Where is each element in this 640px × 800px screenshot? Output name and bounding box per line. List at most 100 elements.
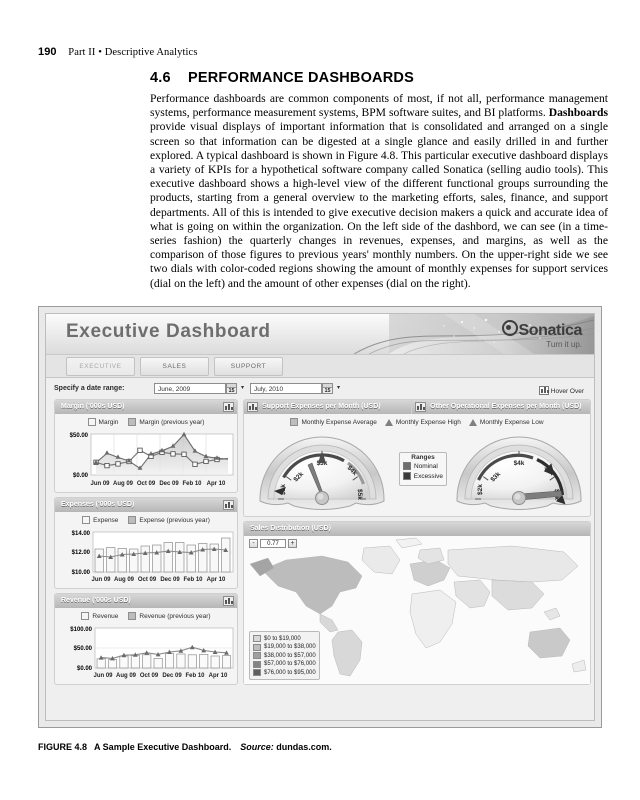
figure-frame: Executive Dashboard Sonatica Turn it up.… — [38, 306, 602, 728]
margin-xtick-4: Feb 10 — [182, 481, 202, 487]
panel-revenue-chart-icon[interactable] — [223, 596, 234, 606]
expenses-prev-year-line — [99, 548, 226, 558]
map-legend-item: $57,000 to $76,000 — [253, 660, 316, 668]
region-asia-east[interactable] — [491, 579, 545, 611]
expenses-xtick-0: Jun 09 — [91, 577, 111, 583]
revenue-xtick-2: Oct 09 — [140, 673, 159, 679]
map-legend-item: $38,000 to $57,000 — [253, 652, 316, 660]
region-africa[interactable] — [409, 589, 457, 649]
range-swatch-nominal — [403, 462, 411, 470]
paragraph-part-1: Performance dashboards are common compon… — [150, 92, 608, 120]
region-asia-south[interactable] — [453, 579, 491, 609]
gauge-support-expenses-svg: $1k $2k $3k $4k $5k — [259, 436, 385, 510]
margin-legend: Margin Margin (previous year) — [55, 414, 237, 426]
region-new-zealand[interactable] — [571, 659, 587, 673]
page-number: 190 — [38, 46, 57, 58]
map-legend-swatch-1 — [253, 643, 261, 651]
panel-support-expenses-chart-icon[interactable] — [247, 402, 258, 412]
panel-support-expenses-title: Support Expenses per Month (USD) — [262, 403, 381, 410]
legend-label-revenue-prev: Revenue (previous year) — [139, 612, 211, 620]
gauge-left-low-marker — [274, 487, 286, 495]
legend-label-expense-average: Monthly Expense Average — [301, 418, 377, 426]
region-south-america[interactable] — [331, 629, 363, 677]
date-to-chevron-down-icon[interactable]: ▾ — [336, 385, 340, 391]
region-arctic-islands[interactable] — [395, 537, 423, 549]
gauge-left-range-excessive — [346, 461, 366, 485]
date-to-input[interactable]: July, 2010 — [250, 383, 322, 394]
revenue-xtick-4: Feb 10 — [185, 673, 205, 679]
region-russia[interactable] — [447, 545, 579, 583]
legend-item-expense: Expense — [82, 516, 118, 524]
legend-swatch-expense — [82, 516, 91, 524]
map-legend-label-3: $57,000 to $76,000 — [264, 661, 316, 667]
expenses-xtick-3: Dec 09 — [160, 577, 180, 583]
tab-bar: EXECUTIVE SALES SUPPORT — [46, 355, 594, 378]
margin-xtick-0: Jun 09 — [90, 481, 110, 487]
gauge-right-low-marker — [556, 494, 566, 505]
legend-label-expense-prev: Expense (previous year) — [139, 516, 210, 524]
gauge-ranges-legend: Ranges Nominal Excessive — [399, 452, 447, 486]
gauge-left-range-nominal — [282, 453, 345, 479]
gauge-other-expenses-svg: $2k $3k $4k $5k $6k — [456, 436, 582, 510]
expenses-xtick-4: Feb 10 — [183, 577, 203, 583]
map-legend-swatch-2 — [253, 652, 261, 659]
dashboard-screenshot: Executive Dashboard Sonatica Turn it up.… — [45, 313, 595, 721]
section-number: 4.6 — [150, 70, 171, 86]
region-central-america[interactable] — [319, 613, 339, 633]
map-zoom-value[interactable]: 0.77 — [260, 539, 286, 548]
banner-decoration-graphic — [353, 314, 594, 354]
legend-label-expense-low: Monthly Expense Low — [479, 418, 544, 426]
expenses-ytick-2: $14.00 — [72, 531, 91, 537]
panel-margin-header: Margin ('000s USD) — [55, 400, 237, 414]
gauge-left-high-marker — [318, 451, 326, 463]
brand-logo: Sonatica Turn it up. — [501, 319, 583, 349]
tab-executive[interactable]: EXECUTIVE — [66, 357, 135, 376]
gauge-left-tick-2: $3k — [317, 460, 328, 467]
panel-other-expenses-chart-icon[interactable] — [415, 402, 427, 412]
revenue-prev-year-line — [101, 646, 227, 659]
margin-chart: $50.00 $0.00 Jun 09 Aug 09 Oct 09 Dec 09… — [55, 430, 239, 492]
section-heading: 4.6 PERFORMANCE DASHBOARDS — [150, 70, 414, 86]
part-info: Part II • Descriptive Analytics — [68, 47, 198, 58]
margin-xtick-5: Apr 10 — [207, 481, 226, 487]
legend-item-expense-prev: Expense (previous year) — [128, 516, 210, 524]
brand-name-row: Sonatica — [501, 319, 583, 339]
brand-tagline: Turn it up. — [546, 340, 582, 349]
date-from-input[interactable]: June, 2009 — [154, 383, 226, 394]
panel-other-expenses-title: Other Operational Expenses per Month (US… — [430, 403, 582, 410]
date-from-chevron-down-icon[interactable]: ▾ — [240, 385, 244, 391]
map-zoom-out-button[interactable]: - — [249, 539, 258, 548]
region-north-america[interactable] — [261, 555, 363, 615]
legend-swatch-margin-prev — [128, 418, 137, 426]
legend-label-expense: Expense — [93, 516, 119, 524]
page-running-head: 190 Part II • Descriptive Analytics — [38, 46, 198, 58]
date-to-calendar-icon[interactable]: 15 — [322, 383, 333, 394]
sonatica-logo-icon — [501, 320, 518, 336]
brand-name: Sonatica — [518, 322, 583, 339]
legend-label-revenue: Revenue — [92, 612, 119, 620]
tab-sales[interactable]: SALES — [140, 357, 209, 376]
date-from-calendar-icon[interactable]: 15 — [226, 383, 237, 394]
margin-ytick-max: $50.00 — [70, 433, 89, 439]
paragraph-part-2: provide visual displays of important inf… — [150, 120, 608, 290]
revenue-xtick-5: Apr 10 — [209, 673, 228, 679]
legend-swatch-expense-prev — [128, 516, 137, 524]
panel-expenses-chart-icon[interactable] — [223, 500, 234, 510]
map-zoom-in-button[interactable]: + — [288, 539, 297, 548]
margin-xtick-3: Dec 09 — [159, 481, 179, 487]
panel-margin-chart-icon[interactable] — [223, 402, 234, 412]
world-map[interactable]: - 0.77 + $0 to $19,000 $19,000 to $38,00… — [244, 536, 590, 684]
region-australia[interactable] — [527, 627, 571, 659]
revenue-xtick-3: Dec 09 — [162, 673, 182, 679]
region-greenland[interactable] — [361, 545, 401, 575]
revenue-legend: Revenue Revenue (previous year) — [55, 608, 237, 620]
map-legend-item: $19,000 to $38,000 — [253, 643, 316, 651]
legend-swatch-revenue — [81, 612, 90, 620]
region-alaska[interactable] — [249, 557, 275, 577]
region-indonesia[interactable] — [543, 607, 561, 621]
tab-support[interactable]: SUPPORT — [214, 357, 283, 376]
margin-xtick-1: Aug 09 — [113, 481, 134, 487]
region-scandinavia[interactable] — [417, 547, 445, 565]
legend-marker-expense-low — [468, 418, 477, 426]
panel-gauges: Support Expenses per Month (USD) Other O… — [243, 399, 591, 517]
